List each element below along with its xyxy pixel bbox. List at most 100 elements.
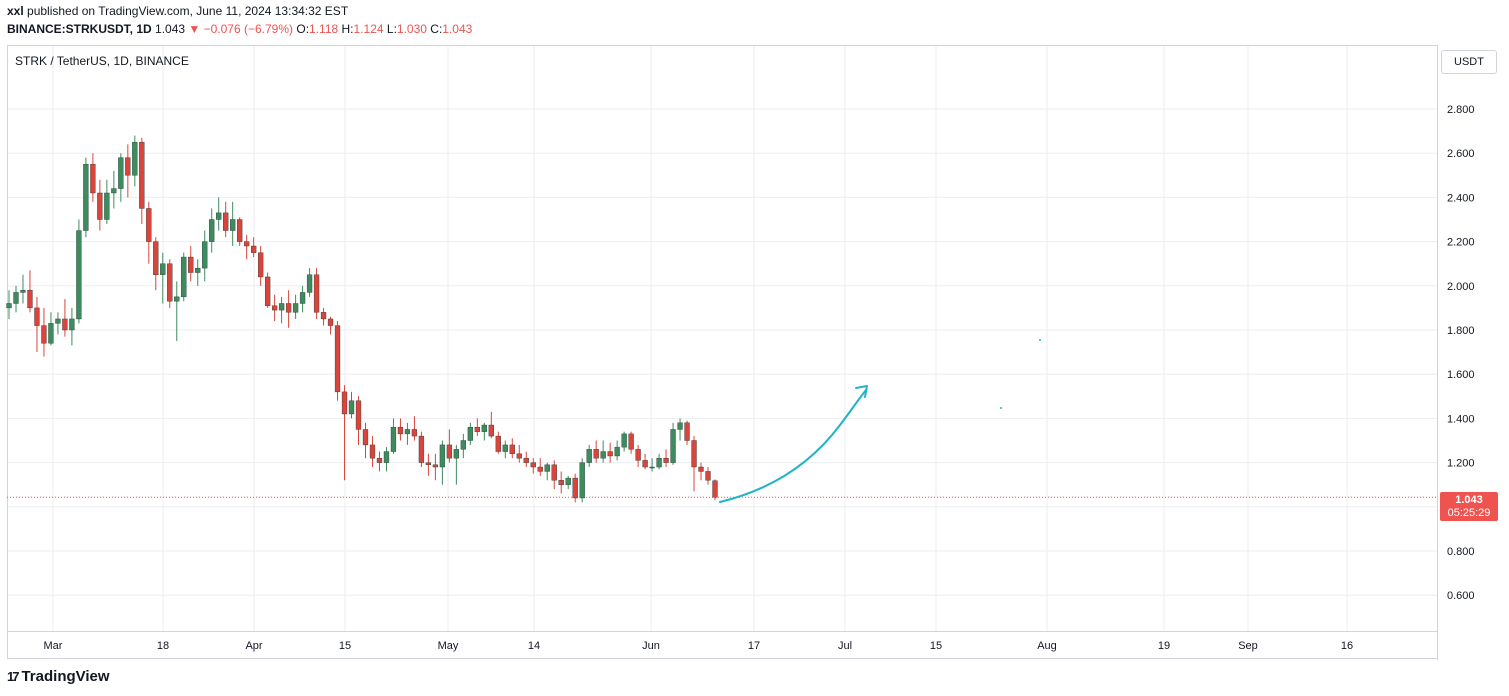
candle <box>376 451 383 472</box>
author-name[interactable]: xxl <box>7 4 24 18</box>
price-tick: 2.800 <box>1447 104 1475 116</box>
time-tick: Jul <box>838 640 852 652</box>
candle <box>174 281 180 342</box>
open-value: 1.118 <box>309 22 339 36</box>
time-tick: Aug <box>1037 640 1057 652</box>
time-tick: 14 <box>528 640 540 652</box>
close-value: 1.043 <box>442 22 473 36</box>
candle <box>264 272 271 308</box>
candle <box>390 418 397 454</box>
time-tick: 15 <box>930 640 942 652</box>
high-value: 1.124 <box>353 22 384 36</box>
candle <box>13 285 19 313</box>
time-tick: Apr <box>245 640 262 652</box>
candle <box>202 230 208 282</box>
last-value: 1.043 <box>155 22 186 36</box>
drawing-dot <box>1039 339 1041 341</box>
candle <box>677 418 683 441</box>
candle <box>41 307 47 357</box>
candle <box>167 259 173 308</box>
time-tick: 17 <box>748 640 760 652</box>
open-label: O: <box>296 22 310 36</box>
candle <box>544 462 550 481</box>
price-tick: 1.200 <box>1447 458 1475 470</box>
time-tick: Sep <box>1238 640 1258 652</box>
chart-border <box>7 45 1438 659</box>
symbol-label[interactable]: BINANCE:STRKUSDT, 1D <box>7 22 152 36</box>
projection-arrow-icon <box>719 389 867 503</box>
candle <box>502 440 508 459</box>
candle <box>48 312 54 346</box>
candle <box>642 453 648 470</box>
candle <box>83 157 89 238</box>
last-price-tag: 1.043 05:25:29 <box>1440 492 1498 521</box>
projection-arrowhead-icon <box>855 385 868 398</box>
candle <box>705 467 711 485</box>
candle <box>397 418 404 441</box>
candle <box>446 429 453 463</box>
price-tick: 0.800 <box>1447 546 1475 558</box>
time-tick: Jun <box>642 640 660 652</box>
candle <box>369 436 376 468</box>
low-label: L: <box>386 22 397 36</box>
candle <box>509 438 515 459</box>
candle <box>285 290 292 328</box>
candle <box>586 444 592 468</box>
candle <box>663 449 669 468</box>
candle <box>621 431 627 452</box>
candles <box>6 135 718 503</box>
candle <box>572 473 578 503</box>
candle <box>467 422 473 445</box>
candle <box>69 307 75 346</box>
candle <box>425 453 432 476</box>
price-tick: 1.800 <box>1447 325 1475 337</box>
candle <box>320 307 327 326</box>
candle <box>20 274 26 304</box>
time-tick: May <box>438 640 459 652</box>
candle <box>474 418 480 437</box>
candle <box>607 442 613 463</box>
candle <box>27 270 33 313</box>
tradingview-logo-icon: 17 <box>7 669 20 684</box>
time-axis[interactable]: Mar 18 Apr 15 May 14 Jun 17 Jul 15 Aug 19 Sep 16 <box>44 640 1354 652</box>
candle <box>418 431 425 468</box>
candle <box>55 312 61 335</box>
time-tick: 18 <box>157 640 169 652</box>
candle <box>684 420 690 445</box>
candle <box>132 135 138 187</box>
candle <box>76 219 82 324</box>
candle <box>523 451 529 468</box>
candle <box>355 396 362 445</box>
low-value: 1.030 <box>396 22 427 36</box>
price-tick: 2.400 <box>1447 192 1475 204</box>
candle <box>97 179 103 231</box>
candle <box>299 285 306 313</box>
bar-countdown: 05:25:29 <box>1447 507 1491 519</box>
candle <box>649 458 655 472</box>
candle <box>383 447 390 472</box>
candle <box>341 385 348 481</box>
candle <box>600 440 606 463</box>
time-tick: 19 <box>1158 640 1170 652</box>
candle <box>670 422 676 465</box>
candle <box>698 462 704 481</box>
price-tick: 1.600 <box>1447 369 1475 381</box>
candle <box>223 201 229 238</box>
candle <box>146 201 152 264</box>
price-axis[interactable]: 2.800 2.600 2.400 2.200 2.000 1.800 1.600 1.400… <box>1447 104 1475 602</box>
tradingview-logo[interactable]: 17 TradingView <box>7 668 110 685</box>
candle <box>432 453 439 481</box>
candle <box>195 259 201 286</box>
candle <box>334 321 341 401</box>
candle <box>278 296 285 324</box>
currency-button[interactable]: USDT <box>1441 50 1497 74</box>
close-label: C: <box>430 22 443 36</box>
candle <box>104 179 110 224</box>
high-label: H: <box>341 22 354 36</box>
candle <box>579 458 585 503</box>
candle <box>188 246 194 282</box>
candle <box>614 440 620 461</box>
candle <box>362 422 369 459</box>
candle <box>118 153 124 202</box>
